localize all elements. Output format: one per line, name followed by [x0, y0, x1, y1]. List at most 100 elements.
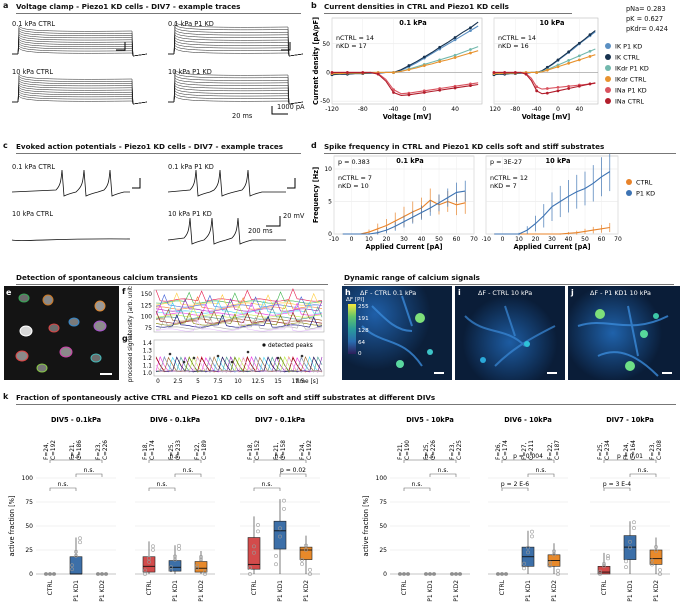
category-label: CTRL: [401, 579, 408, 595]
x-tick-label: 0: [556, 106, 560, 113]
data-point: [256, 523, 260, 527]
trace-label-c1: 0.1 kPa CTRL: [12, 163, 56, 171]
data-point: [450, 572, 454, 576]
y-tick-label: 50: [379, 523, 387, 530]
box: [597, 566, 611, 575]
fc-count: F=24,: [300, 442, 306, 460]
fc-count: F=23,: [96, 442, 102, 460]
intensity-trace: [155, 306, 323, 320]
fc-count: F=18,: [248, 442, 254, 460]
data-point: [598, 572, 602, 576]
significance-label: n.s.: [412, 481, 423, 488]
data-point: [556, 85, 560, 89]
data-point: [151, 547, 155, 552]
trace-line: [168, 95, 304, 105]
data-point: [469, 26, 472, 30]
legend-label: IKdr P1 KD: [615, 65, 649, 73]
scale-current-label: 1000 pA: [277, 103, 305, 111]
significance-bracket: [75, 473, 103, 477]
data-point: [577, 41, 581, 45]
category-label: P1 KD1: [277, 580, 284, 602]
fc-count: F=24,: [624, 442, 630, 460]
fc-count: C=211: [529, 440, 535, 460]
panel-k-rule: [16, 404, 676, 405]
y-tick-label: 75: [145, 326, 153, 332]
data-point: [203, 572, 207, 576]
data-point: [628, 539, 632, 544]
data-point: [548, 560, 552, 565]
category-label: P1 KD2: [99, 580, 106, 602]
panel-b-title: Current densities in CTRL and Piezo1 KD …: [324, 2, 509, 11]
fc-count: C=187: [555, 440, 561, 460]
category-label: CTRL: [146, 579, 153, 595]
x-tick-label: 30: [400, 236, 408, 243]
significance-label: p = 3 E-4: [603, 481, 631, 488]
trace-line: [12, 25, 148, 57]
data-point: [556, 89, 560, 93]
p-k: pK = 0.627: [626, 15, 664, 23]
panel-c-rule: [16, 153, 301, 154]
data-point: [567, 59, 571, 62]
intensity-trace: [155, 302, 323, 316]
legend-swatch: [605, 43, 611, 49]
data-point: [422, 55, 426, 59]
calcium-image-h: [342, 286, 452, 380]
fc-count: C=226: [431, 440, 437, 460]
trace-label-a3: 10 kPa CTRL: [12, 68, 54, 76]
data-point: [78, 536, 82, 541]
data-point: [282, 498, 286, 503]
active-fraction-charts: DIV5 - 0.1kPa 0 25 50 75 100 active fraction […: [8, 416, 670, 602]
series-line: [494, 48, 596, 75]
data-point: [469, 51, 472, 55]
x-tick-label: 70: [470, 236, 478, 243]
n-count: nKD = 17: [336, 42, 367, 50]
significance-label: n.s.: [183, 467, 194, 474]
significance-label: n.s.: [425, 453, 436, 460]
significance-label: p = 0.004: [513, 453, 543, 460]
scale-voltage-label: 20 mV: [283, 212, 305, 220]
significance-label: n.s.: [71, 453, 82, 460]
legend-label: P1 KD: [636, 190, 655, 198]
intensity-trace: [155, 300, 323, 314]
chart-title: 0.1 kPa: [399, 19, 426, 27]
category-label: P1 KD1: [627, 580, 634, 602]
x-tick-label: 50: [581, 236, 589, 243]
action-potential-traces: [11, 169, 296, 245]
plot-frame: [493, 17, 599, 105]
significance-label: n.s.: [170, 453, 181, 460]
data-point: [522, 561, 526, 566]
series-line: [342, 190, 466, 235]
significance-label: p = 2 E-6: [501, 481, 529, 488]
significance-bracket: [629, 473, 657, 477]
data-point: [602, 564, 606, 569]
data-point: [503, 71, 507, 74]
y-tick-label: 150: [141, 292, 152, 298]
significance-label: n.s.: [638, 467, 649, 474]
dynamic-range-title: Dynamic range of calcium signals: [344, 273, 480, 282]
significance-bracket: [429, 473, 457, 477]
fc-count: C=192: [307, 440, 313, 460]
colorbar-tick-255: 255: [358, 304, 369, 310]
legend-label: CTRL: [636, 179, 653, 187]
x-tick-label: -80: [358, 106, 368, 113]
data-point: [650, 558, 654, 563]
y-tick-label: -50: [320, 98, 330, 105]
fc-count: C=192: [51, 440, 57, 460]
fc-count: F=18,: [143, 442, 149, 460]
significance-label: n.s.: [438, 467, 449, 474]
trace-line: [168, 44, 304, 57]
detected-peak: [192, 356, 196, 360]
data-point: [169, 565, 173, 569]
significance-bracket: [174, 473, 202, 477]
x-axis-label: Voltage [mV]: [383, 113, 432, 121]
fc-count: F=22,: [548, 442, 554, 460]
data-point: [524, 72, 528, 76]
x-tick-label: 30: [548, 236, 556, 243]
data-point: [424, 572, 428, 576]
data-point: [535, 85, 539, 89]
p-value: p = 0.383: [338, 158, 370, 166]
trace-line: [12, 95, 148, 105]
n-count: nCTRL = 14: [336, 34, 374, 42]
legend-label: INa P1 KD: [615, 87, 647, 95]
x-tick-label: 17.5: [292, 379, 305, 385]
